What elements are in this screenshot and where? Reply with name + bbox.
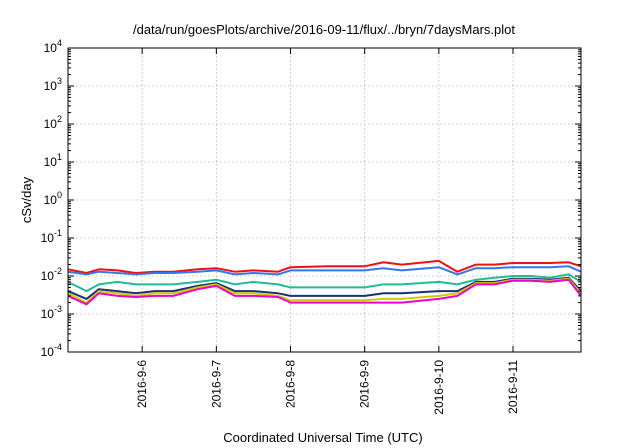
x-axis-ticks: 2016-9-6 2016-9-7 2016-9-8 2016-9-9 2016-9-1…: [135, 48, 520, 415]
x-tick-label: 2016-9-11: [506, 360, 520, 414]
y-axis-label: cSv/day: [19, 176, 34, 223]
y-tick-label: 101: [44, 152, 62, 169]
y-tick-label: 10-1: [41, 228, 62, 245]
x-axis-label: Coordinated Universal Time (UTC): [223, 430, 422, 445]
x-tick-label: 2016-9-6: [135, 360, 149, 408]
x-tick-label: 2016-9-10: [432, 360, 446, 415]
series-line-3: [67, 273, 582, 293]
series-line-1: [67, 259, 582, 274]
series-line-4: [67, 276, 582, 300]
series-line-6: [67, 278, 582, 306]
x-tick-label: 2016-9-8: [284, 360, 298, 408]
x-tick-label: 2016-9-7: [209, 360, 223, 408]
y-axis-ticks: 10-4 10-3 10-2 10-1 100 101 102 103 104: [41, 38, 581, 359]
grid-lines: [68, 48, 581, 352]
series-lines: [67, 259, 582, 306]
x-tick-label: 2016-9-9: [358, 360, 372, 408]
y-tick-label: 103: [44, 76, 62, 93]
y-tick-label: 100: [44, 190, 62, 207]
series-line-5: [67, 277, 582, 304]
y-tick-label: 10-3: [41, 304, 62, 321]
series-line-2: [67, 265, 582, 276]
y-tick-label: 10-4: [41, 342, 62, 359]
chart-title: /data/run/goesPlots/archive/2016-09-11/f…: [133, 22, 515, 37]
y-tick-label: 104: [44, 38, 62, 55]
y-tick-label: 102: [44, 114, 62, 131]
y-tick-label: 10-2: [41, 266, 62, 283]
